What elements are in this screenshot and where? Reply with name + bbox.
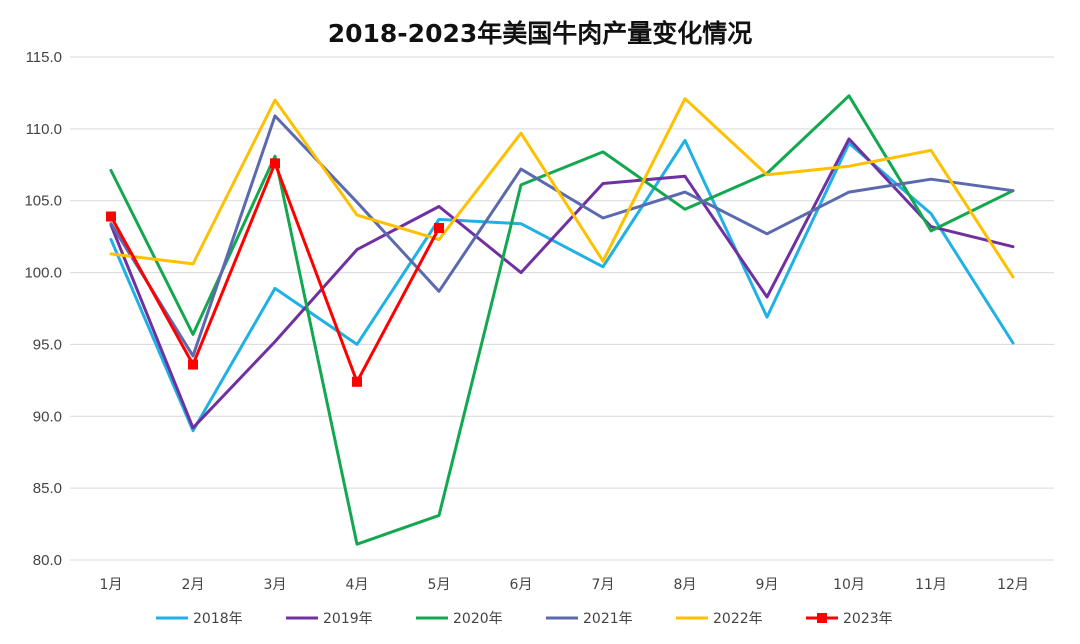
y-tick-label: 95.0 bbox=[33, 336, 62, 353]
y-tick-label: 100.0 bbox=[24, 265, 62, 282]
y-tick-label: 90.0 bbox=[33, 408, 62, 425]
series-line-2019年 bbox=[109, 137, 1015, 430]
x-tick-label: 8月 bbox=[674, 577, 697, 593]
x-tick-label: 5月 bbox=[428, 577, 451, 593]
x-tick-label: 11月 bbox=[915, 577, 947, 593]
x-tick-label: 1月 bbox=[100, 577, 123, 593]
series-line-2020年 bbox=[109, 94, 1015, 546]
x-tick-label: 4月 bbox=[346, 577, 369, 593]
y-tick-label: 105.0 bbox=[24, 193, 62, 210]
chart-title: 2018-2023年美国牛肉产量变化情况 bbox=[327, 19, 753, 48]
series-line-2021年 bbox=[109, 114, 1015, 358]
legend-label: 2019年 bbox=[323, 611, 373, 627]
legend-label: 2018年 bbox=[193, 611, 243, 627]
y-tick-label: 115.0 bbox=[26, 49, 62, 66]
legend-label: 2023年 bbox=[843, 611, 893, 627]
x-tick-label: 10月 bbox=[833, 577, 865, 593]
legend-marker-2023年 bbox=[817, 613, 827, 623]
x-tick-label: 3月 bbox=[264, 577, 287, 593]
x-tick-label: 7月 bbox=[592, 577, 615, 593]
data-point-2023年 bbox=[106, 211, 116, 222]
data-point-2023年 bbox=[434, 223, 444, 234]
y-tick-label: 80.0 bbox=[33, 552, 62, 569]
legend-label: 2020年 bbox=[453, 611, 503, 627]
x-tick-label: 2月 bbox=[182, 577, 205, 593]
data-point-2023年 bbox=[270, 158, 280, 169]
y-tick-label: 85.0 bbox=[33, 480, 62, 497]
legend-label: 2021年 bbox=[583, 611, 633, 627]
series-line-2018年 bbox=[109, 138, 1015, 433]
series-line-2022年 bbox=[109, 97, 1015, 279]
y-tick-label: 110.0 bbox=[26, 121, 62, 138]
x-tick-label: 6月 bbox=[510, 577, 533, 593]
data-point-2023年 bbox=[188, 359, 198, 370]
x-tick-label: 12月 bbox=[997, 577, 1029, 593]
x-tick-label: 9月 bbox=[756, 577, 779, 593]
data-point-2023年 bbox=[352, 376, 362, 387]
legend-label: 2022年 bbox=[713, 611, 763, 627]
